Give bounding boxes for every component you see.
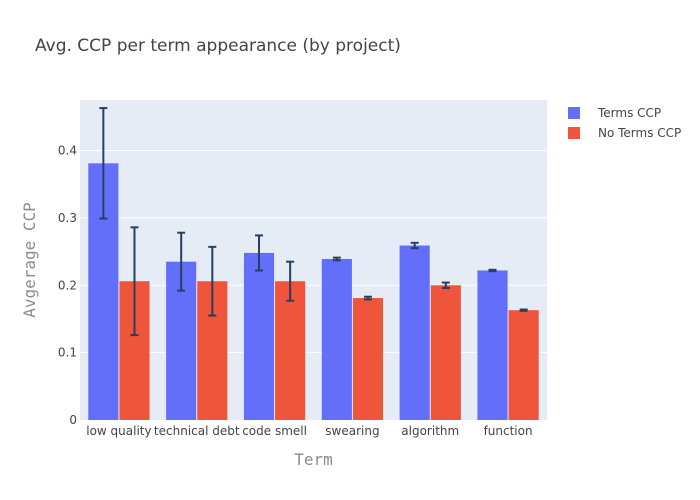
- chart-title: Avg. CCP per term appearance (by project…: [35, 36, 401, 56]
- bar-no-terms-ccp[interactable]: [275, 281, 306, 420]
- bar-terms-ccp[interactable]: [477, 270, 508, 420]
- bar-terms-ccp[interactable]: [321, 258, 352, 420]
- y-axis-ticks: 0 0.1 0.2 0.3 0.4: [58, 144, 77, 427]
- legend[interactable]: Terms CCP No Terms CCP: [568, 106, 681, 140]
- y-tick-label: 0.1: [58, 346, 77, 360]
- x-axis-title: Term: [294, 450, 333, 469]
- bar-no-terms-ccp[interactable]: [508, 310, 539, 420]
- x-tick-label: algorithm: [401, 424, 459, 438]
- x-tick-label: low quality: [86, 424, 151, 438]
- plot-area: [80, 100, 547, 420]
- y-tick-label: 0.2: [58, 278, 77, 292]
- x-tick-label: swearing: [325, 424, 379, 438]
- x-tick-label: function: [484, 424, 533, 438]
- legend-label: Terms CCP: [597, 106, 661, 120]
- y-tick-label: 0.3: [58, 211, 77, 225]
- bar-terms-ccp[interactable]: [399, 245, 430, 420]
- x-tick-label: code smell: [242, 424, 307, 438]
- legend-item-terms-ccp[interactable]: Terms CCP: [568, 106, 661, 120]
- error-bars: [99, 107, 528, 337]
- y-tick-label: 0.4: [58, 144, 77, 158]
- legend-swatch: [568, 127, 580, 139]
- legend-swatch: [568, 107, 580, 119]
- x-axis-ticks: low quality technical debt code smell swear…: [86, 424, 532, 438]
- bar-terms-ccp[interactable]: [243, 252, 275, 420]
- bar-no-terms-ccp[interactable]: [352, 298, 384, 420]
- x-tick-label: technical debt: [154, 424, 240, 438]
- legend-item-no-terms-ccp[interactable]: No Terms CCP: [568, 126, 681, 140]
- gridlines: [80, 150, 547, 354]
- bar-no-terms-ccp[interactable]: [430, 285, 461, 420]
- y-tick-label: 0: [69, 413, 77, 427]
- legend-label: No Terms CCP: [598, 126, 681, 140]
- y-axis-title: Avgerage CCP: [20, 202, 39, 318]
